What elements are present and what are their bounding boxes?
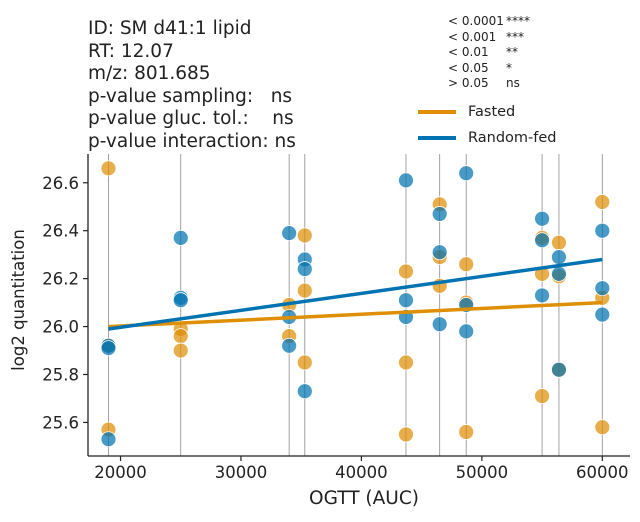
point-random-fed [431, 206, 448, 222]
fit-line-random-fed [108, 257, 603, 331]
p-value-sampling: p-value sampling: ns [88, 85, 293, 107]
chart-header: ID: SM d41:1 lipid RT: 12.07 m/z: 801.68… [88, 18, 296, 153]
point-fasted [594, 419, 611, 436]
sig-key-row: < 0.0001 **** [448, 14, 530, 28]
sig-key-row: < 0.001 *** [448, 29, 524, 44]
point-random-fed [100, 431, 117, 448]
fit-lines [108, 257, 603, 331]
lipid-id: ID: SM d41:1 lipid [88, 18, 252, 39]
sig-key-row: < 0.05 * [448, 60, 512, 75]
point-random-fed [281, 225, 298, 241]
point-random-fed [398, 172, 414, 189]
x-tick-label: 60000 [576, 463, 629, 482]
mz-value: m/z: 801.685 [88, 63, 211, 84]
point-fasted [296, 282, 313, 299]
retention-time: RT: 12.07 [88, 40, 174, 62]
point-random-fed [172, 229, 189, 246]
point-random-fed [431, 316, 448, 333]
point-fasted [458, 256, 475, 273]
point-random-fed [431, 244, 448, 261]
legend-swatch-fasted [418, 110, 456, 114]
tick-labels: 20000 30000 40000 50000 60000 25.6 25.8 26.0 26.… [42, 174, 628, 482]
p-value-interaction: p-value interaction: ns [88, 130, 296, 152]
point-fasted [100, 160, 117, 177]
point-random-fed [534, 287, 550, 304]
y-tick-label: 26.0 [42, 318, 79, 337]
sig-key-row: < 0.01 ** [448, 45, 518, 59]
point-fasted [172, 342, 189, 359]
point-random-fed [398, 292, 414, 309]
point-fasted [594, 194, 611, 210]
y-tick-label: 26.2 [42, 270, 79, 289]
y-tick-label: 26.6 [42, 174, 79, 193]
point-random-fed [551, 361, 567, 378]
point-fasted [534, 388, 550, 404]
point-fasted [551, 234, 567, 251]
point-fasted [458, 424, 475, 440]
axes [83, 154, 630, 461]
p-value-gluc-tol: p-value gluc. tol.: ns [88, 108, 294, 129]
point-fasted [398, 263, 414, 280]
fit-line-fasted [108, 300, 603, 329]
point-fasted [172, 328, 189, 345]
y-tick-label: 25.8 [42, 366, 79, 385]
data-points [100, 160, 611, 448]
point-random-fed [551, 265, 567, 282]
point-fasted [296, 227, 313, 244]
point-random-fed [281, 337, 298, 354]
x-tick-label: 40000 [335, 463, 388, 482]
significance-key: < 0.0001 **** < 0.001 *** < 0.01 ** < 0.05 *… [448, 14, 530, 92]
point-random-fed [100, 340, 117, 357]
point-random-fed [296, 261, 313, 277]
point-random-fed [594, 222, 611, 239]
y-axis-label: log2 quantitation [9, 229, 28, 371]
point-fasted [296, 354, 313, 371]
point-random-fed [594, 280, 611, 297]
legend-item-fasted: Fasted [418, 99, 557, 125]
point-random-fed [458, 323, 475, 340]
x-tick-label: 20000 [94, 463, 147, 482]
point-random-fed [594, 306, 611, 323]
y-tick-label: 25.6 [42, 413, 79, 432]
x-tick-label: 30000 [215, 463, 268, 482]
point-random-fed [172, 292, 189, 309]
point-fasted [398, 426, 414, 443]
point-random-fed [534, 210, 550, 227]
point-random-fed [551, 249, 567, 265]
legend: Fasted Random-fed [418, 99, 557, 151]
point-random-fed [534, 232, 550, 249]
sig-key-row: > 0.05 ns [448, 76, 520, 90]
legend-item-random-fed: Random-fed [418, 125, 557, 151]
point-random-fed [296, 383, 313, 400]
legend-label-random-fed: Random-fed [468, 130, 557, 146]
x-tick-label: 50000 [456, 463, 509, 482]
y-tick-label: 26.4 [42, 222, 79, 241]
x-axis-label: OGTT (AUC) [309, 488, 419, 509]
legend-swatch-random-fed [418, 136, 456, 140]
point-random-fed [458, 165, 475, 182]
legend-label-fasted: Fasted [468, 104, 516, 120]
point-fasted [398, 354, 414, 371]
